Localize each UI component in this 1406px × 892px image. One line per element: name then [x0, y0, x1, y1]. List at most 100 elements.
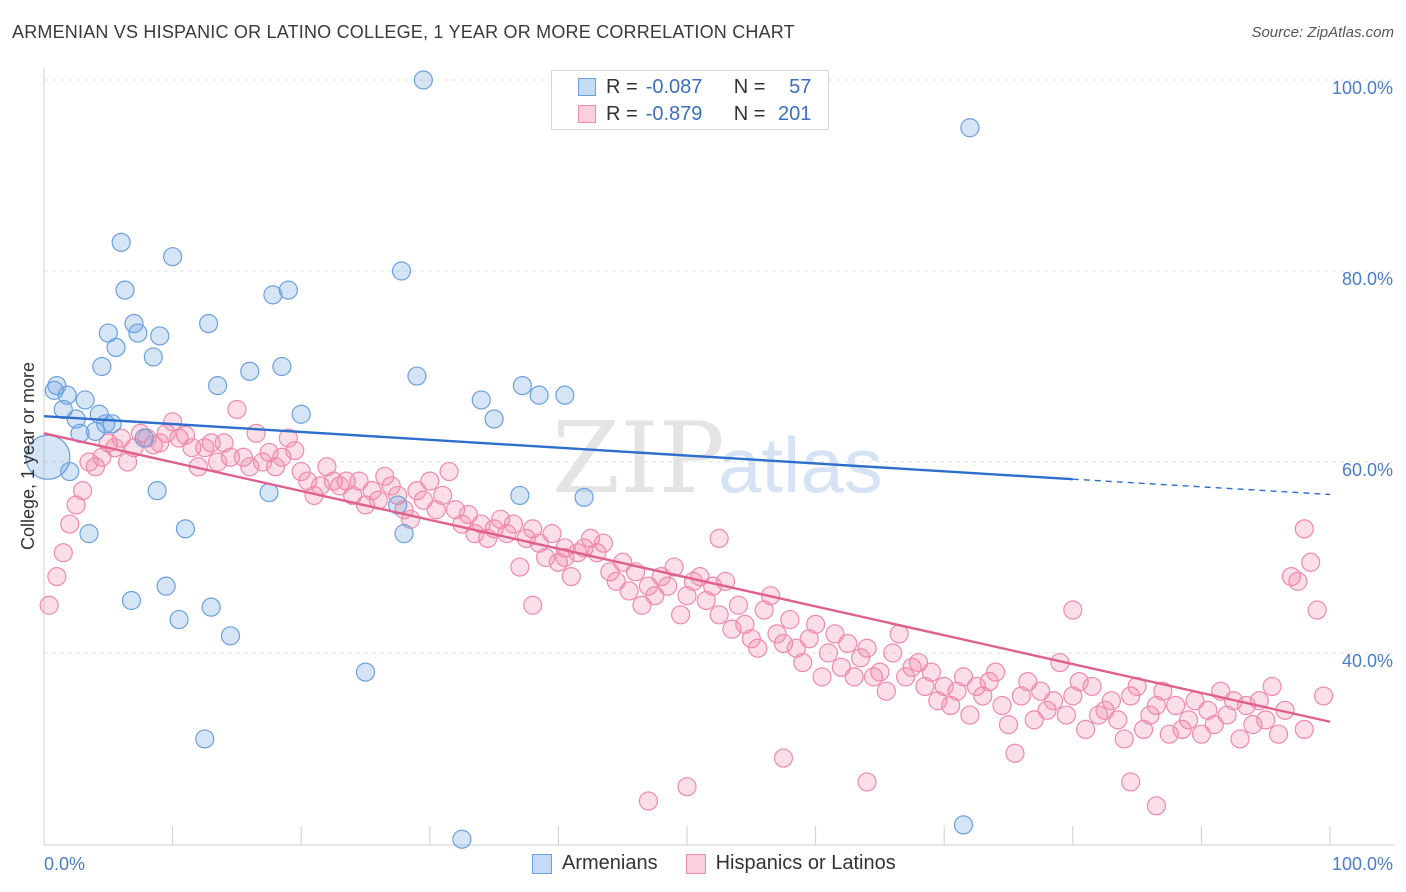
hispanics-point — [227, 399, 247, 420]
hispanics-point — [85, 457, 106, 477]
legend-n-label: N = — [733, 102, 766, 125]
chart-title: ARMENIAN VS HISPANIC OR LATINO COLLEGE, … — [12, 22, 795, 42]
hispanics-point — [375, 466, 395, 486]
hispanics-point — [928, 691, 948, 711]
hispanics-point — [426, 500, 446, 520]
legend-item-hispanics[interactable]: Hispanics or Latinos — [685, 852, 896, 875]
hispanics-point — [39, 595, 59, 615]
series-legend: Armenians Hispanics or Latinos — [532, 852, 924, 875]
watermark: ZIP atlas — [552, 402, 883, 516]
hispanics-point — [1307, 600, 1327, 620]
hispanics-point — [47, 566, 67, 587]
hispanics-point — [1198, 700, 1218, 720]
legend-swatch-hispanics — [685, 853, 706, 874]
hispanics-point — [638, 791, 659, 811]
armenians-point — [953, 815, 974, 835]
armenians-point — [208, 376, 228, 396]
armenians-point — [128, 323, 148, 343]
hispanics-point — [1178, 710, 1199, 730]
hispanics-point — [1108, 710, 1128, 730]
hispanics-point — [851, 648, 871, 668]
hispanics-point — [658, 576, 678, 596]
hispanics-point — [709, 528, 729, 549]
hispanics-point — [150, 433, 170, 453]
hispanics-point — [503, 514, 523, 534]
hispanics-point — [1005, 743, 1025, 763]
axes — [43, 68, 1394, 846]
hispanics-point — [1262, 676, 1282, 697]
hispanics-point — [1037, 700, 1057, 720]
hispanics-point — [998, 715, 1019, 735]
legend-row-armenians: R = -0.087 N = 57 — [552, 74, 811, 100]
armenians-point — [355, 662, 376, 682]
hispanics-point — [793, 652, 813, 673]
tick-labels: 40.0% 60.0% 80.0% 100.0% 0.0% 100.0% — [44, 78, 1393, 874]
hispanics-point — [1294, 719, 1314, 740]
y-tick-label: 40.0% — [1342, 651, 1393, 671]
hispanics-point — [735, 614, 755, 634]
hispanics-point — [1230, 729, 1250, 749]
y-axis-title: College, 1 year or more — [18, 362, 38, 550]
armenians-point — [115, 280, 135, 300]
hispanics-point — [844, 667, 864, 687]
hispanics-point — [773, 633, 794, 654]
hispanics-point — [1140, 705, 1160, 725]
hispanics-point — [619, 581, 639, 601]
legend-item-armenians[interactable]: Armenians — [532, 852, 658, 875]
armenians-point — [240, 361, 260, 381]
hispanics-point — [1121, 772, 1141, 792]
armenians-point — [291, 404, 311, 424]
hispanics-point — [420, 471, 440, 491]
legend-n-label: N = — [733, 75, 766, 98]
hispanics-point — [966, 676, 986, 697]
hispanics-point — [1146, 796, 1166, 816]
hispanics-point — [696, 590, 716, 611]
hispanics-point — [542, 524, 562, 544]
legend-r-label: R = — [606, 102, 638, 125]
hispanics-point — [1159, 724, 1179, 744]
hispanics-point — [638, 576, 659, 596]
hispanics-point — [259, 442, 279, 463]
hispanics-point — [523, 519, 543, 539]
hispanics-point — [818, 643, 839, 663]
armenians-point — [195, 729, 215, 749]
hispanics-point — [1153, 681, 1173, 701]
hispanics-point — [561, 566, 581, 587]
hispanics-point — [510, 557, 530, 577]
hispanics-point — [555, 547, 575, 568]
hispanics-point — [60, 514, 80, 534]
hispanics-point — [979, 672, 999, 692]
armenians-point — [272, 356, 292, 377]
hispanics-point — [773, 748, 794, 768]
armenians-point — [57, 385, 77, 405]
hispanics-point — [265, 457, 286, 477]
hispanics-point — [1256, 710, 1276, 730]
armenians-point — [75, 390, 95, 410]
hispanics-point — [1288, 571, 1308, 591]
legend-row-hispanics: R = -0.879 N = 201 — [552, 101, 811, 127]
hispanics-point — [600, 562, 620, 582]
armenians-point — [529, 385, 549, 405]
hispanics-point — [175, 425, 196, 445]
y-tick-label: 100.0% — [1332, 78, 1393, 98]
hispanics-point — [973, 686, 993, 706]
hispanics-point — [1018, 672, 1038, 692]
hispanics-point — [317, 457, 337, 477]
armenians-point — [388, 495, 408, 515]
hispanics-point — [92, 447, 112, 467]
armenians-point — [574, 487, 594, 507]
hispanics-point — [606, 571, 626, 591]
hispanics-point — [413, 490, 433, 510]
hispanics-point — [941, 695, 961, 716]
hispanics-point — [1146, 695, 1166, 716]
trend-lines — [43, 414, 1331, 723]
legend-label-hispanics: Hispanics or Latinos — [715, 852, 896, 874]
armenians-point — [960, 118, 980, 138]
hispanics-point — [1268, 724, 1289, 744]
armenians-point — [471, 390, 491, 410]
hispanics-point — [278, 428, 298, 448]
legend-swatch-armenians — [578, 78, 596, 96]
armenians-point — [510, 485, 530, 506]
hispanics-point — [246, 423, 266, 443]
hispanics-point — [1056, 705, 1076, 725]
